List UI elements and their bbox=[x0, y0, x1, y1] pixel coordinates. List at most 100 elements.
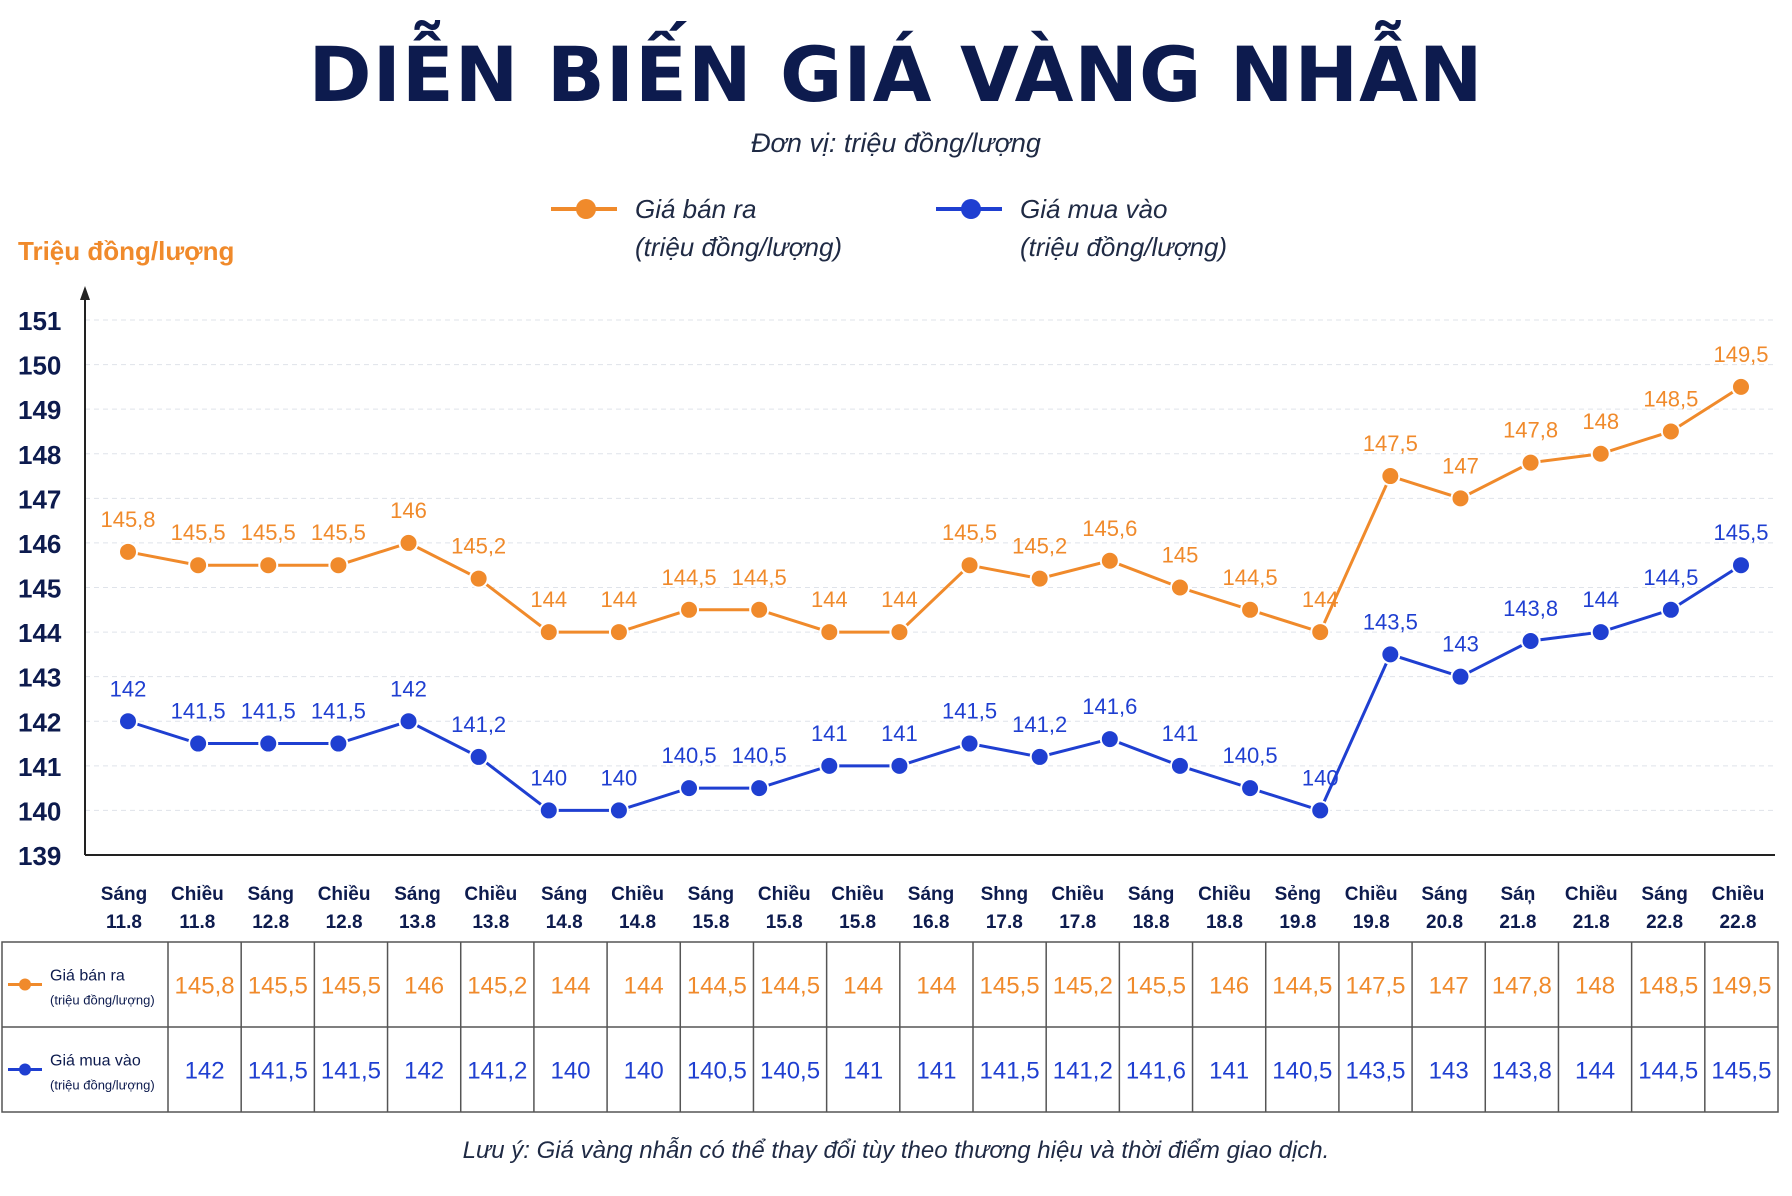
table-cell-0-9: 144 bbox=[843, 973, 883, 1000]
series-line-0 bbox=[127, 385, 1742, 634]
table-cell-0-19: 148 bbox=[1575, 973, 1615, 1000]
x-tick-label-3-line1: Chiều bbox=[318, 884, 371, 905]
series-1-point-15 bbox=[1169, 755, 1190, 776]
series-0-point-5 bbox=[468, 568, 489, 589]
y-tick-label-0: 139 bbox=[18, 841, 61, 871]
y-tick-label-5: 144 bbox=[18, 618, 62, 648]
series-0-point-10 bbox=[819, 622, 840, 643]
series-0-data-label-15: 145 bbox=[1162, 543, 1199, 568]
table-cell-1-13: 141,6 bbox=[1126, 1058, 1186, 1085]
x-tick-label-9-line1: Chiều bbox=[758, 884, 811, 905]
series-1-data-label-20: 143,8 bbox=[1503, 596, 1558, 621]
x-tick-label-7-line2: 14.8 bbox=[619, 912, 656, 933]
x-tick-label-1-line1: Chiều bbox=[171, 884, 224, 905]
y-axis-arrow bbox=[80, 286, 90, 300]
series-0-point-20 bbox=[1520, 452, 1541, 473]
x-tick-label-0-line1: Sáng bbox=[101, 884, 147, 905]
table-cell-1-0: 142 bbox=[185, 1058, 225, 1085]
series-1-data-label-18: 143,5 bbox=[1363, 609, 1418, 634]
table-cell-1-10: 141 bbox=[916, 1058, 956, 1085]
series-0-data-label-2: 145,5 bbox=[241, 520, 296, 545]
series-0-point-14 bbox=[1099, 550, 1120, 571]
y-tick-label-10: 149 bbox=[18, 395, 61, 425]
table-cell-0-16: 147,5 bbox=[1345, 973, 1405, 1000]
series-1-point-9 bbox=[749, 778, 770, 799]
series-0-point-1 bbox=[188, 555, 209, 576]
table-cell-0-12: 145,2 bbox=[1053, 973, 1113, 1000]
table-cell-0-10: 144 bbox=[916, 973, 956, 1000]
table-row-1-name: Giá mua vào bbox=[50, 1053, 141, 1070]
table-cell-1-1: 141,5 bbox=[248, 1058, 308, 1085]
table-cell-0-15: 144,5 bbox=[1272, 973, 1332, 1000]
series-0-point-23 bbox=[1731, 376, 1751, 397]
x-tick-label-2-line1: Sáng bbox=[248, 884, 294, 905]
x-tick-label-14-line2: 18.8 bbox=[1133, 912, 1170, 933]
series-0-data-label-20: 147,8 bbox=[1503, 418, 1558, 443]
table-cell-1-18: 143,8 bbox=[1492, 1058, 1552, 1085]
table-cell-1-9: 141 bbox=[843, 1058, 883, 1085]
x-tick-label-8-line2: 15.8 bbox=[692, 912, 729, 933]
series-0-data-label-18: 147,5 bbox=[1363, 431, 1418, 456]
table-cell-1-6: 140 bbox=[624, 1058, 664, 1085]
series-1-point-10 bbox=[819, 755, 840, 776]
x-tick-label-21-line1: Sáng bbox=[1641, 884, 1687, 905]
series-0-data-label-13: 145,2 bbox=[1012, 534, 1067, 559]
x-tick-label-19-line2: 21.8 bbox=[1499, 912, 1536, 933]
series-1-data-label-10: 141 bbox=[811, 721, 848, 746]
series-1-data-label-16: 140,5 bbox=[1223, 743, 1278, 768]
x-tick-label-11-line1: Sáng bbox=[908, 884, 954, 905]
table-cell-0-18: 147,8 bbox=[1492, 973, 1552, 1000]
series-1-data-label-7: 140 bbox=[601, 765, 638, 790]
series-1-data-label-17: 140 bbox=[1302, 765, 1339, 790]
series-0-point-15 bbox=[1169, 577, 1190, 598]
x-tick-label-19-line1: Sáņ bbox=[1500, 884, 1535, 905]
x-tick-label-4-line2: 13.8 bbox=[399, 912, 436, 933]
table-cell-1-15: 140,5 bbox=[1272, 1058, 1332, 1085]
x-tick-label-6-line2: 14.8 bbox=[546, 912, 583, 933]
series-1-data-label-11: 141 bbox=[881, 721, 918, 746]
series-0-point-16 bbox=[1240, 599, 1261, 620]
series-0-data-label-4: 146 bbox=[390, 498, 427, 523]
series-0-data-label-10: 144 bbox=[811, 587, 848, 612]
series-0-data-label-12: 145,5 bbox=[942, 520, 997, 545]
price-chart: 139 140 141 142 143 144 145 146 147 148 149 150 151 S… bbox=[1, 286, 1779, 1113]
series-1-data-label-5: 141,2 bbox=[451, 712, 506, 737]
series-0-point-11 bbox=[889, 622, 910, 643]
x-tick-label-16-line2: 19.8 bbox=[1279, 912, 1316, 933]
x-tick-label-22-line2: 22.8 bbox=[1720, 912, 1757, 933]
legend-sell-swatch bbox=[551, 199, 617, 219]
series-0-data-label-0: 145,8 bbox=[100, 507, 155, 532]
table-cell-0-21: 149,5 bbox=[1711, 973, 1771, 1000]
legend-buy-sublabel: (triệu đồng/lượng) bbox=[1020, 232, 1228, 262]
y-tick-label-9: 148 bbox=[18, 440, 61, 470]
series-0-data-label-17: 144 bbox=[1302, 587, 1339, 612]
series-1-point-3 bbox=[328, 733, 349, 754]
legend-sell-label: Giá bán ra bbox=[635, 194, 757, 224]
table-cell-1-2: 141,5 bbox=[321, 1058, 381, 1085]
series-0-data-label-6: 144 bbox=[530, 587, 567, 612]
series-0-point-22 bbox=[1660, 421, 1681, 442]
series-1-point-16 bbox=[1240, 778, 1261, 799]
series-0-point-7 bbox=[608, 622, 629, 643]
series-1-point-12 bbox=[959, 733, 980, 754]
x-tick-label-15-line1: Chiều bbox=[1198, 884, 1251, 905]
series-0-point-2 bbox=[258, 555, 279, 576]
x-tick-label-17-line1: Chiều bbox=[1345, 884, 1398, 905]
series-1-data-label-23: 145,5 bbox=[1713, 520, 1768, 545]
table-cell-0-3: 146 bbox=[404, 973, 444, 1000]
series-0-data-label-1: 145,5 bbox=[171, 520, 226, 545]
x-tick-label-5-line2: 13.8 bbox=[472, 912, 509, 933]
table-cell-0-4: 145,2 bbox=[467, 973, 527, 1000]
series-0-point-21 bbox=[1590, 443, 1611, 464]
series-0-point-17 bbox=[1310, 622, 1331, 643]
table-cell-1-4: 141,2 bbox=[467, 1058, 527, 1085]
series-1-point-17 bbox=[1310, 800, 1331, 821]
table-row-0-name: Giá bán ra bbox=[50, 968, 125, 985]
x-tick-label-16-line1: Sẻng bbox=[1275, 884, 1321, 905]
series-1-point-14 bbox=[1099, 729, 1120, 750]
table-cell-1-5: 140 bbox=[550, 1058, 590, 1085]
series-0-point-0 bbox=[118, 541, 138, 562]
table-cell-1-17: 143 bbox=[1429, 1058, 1469, 1085]
series-1-point-2 bbox=[258, 733, 279, 754]
y-tick-label-3: 142 bbox=[18, 707, 61, 737]
